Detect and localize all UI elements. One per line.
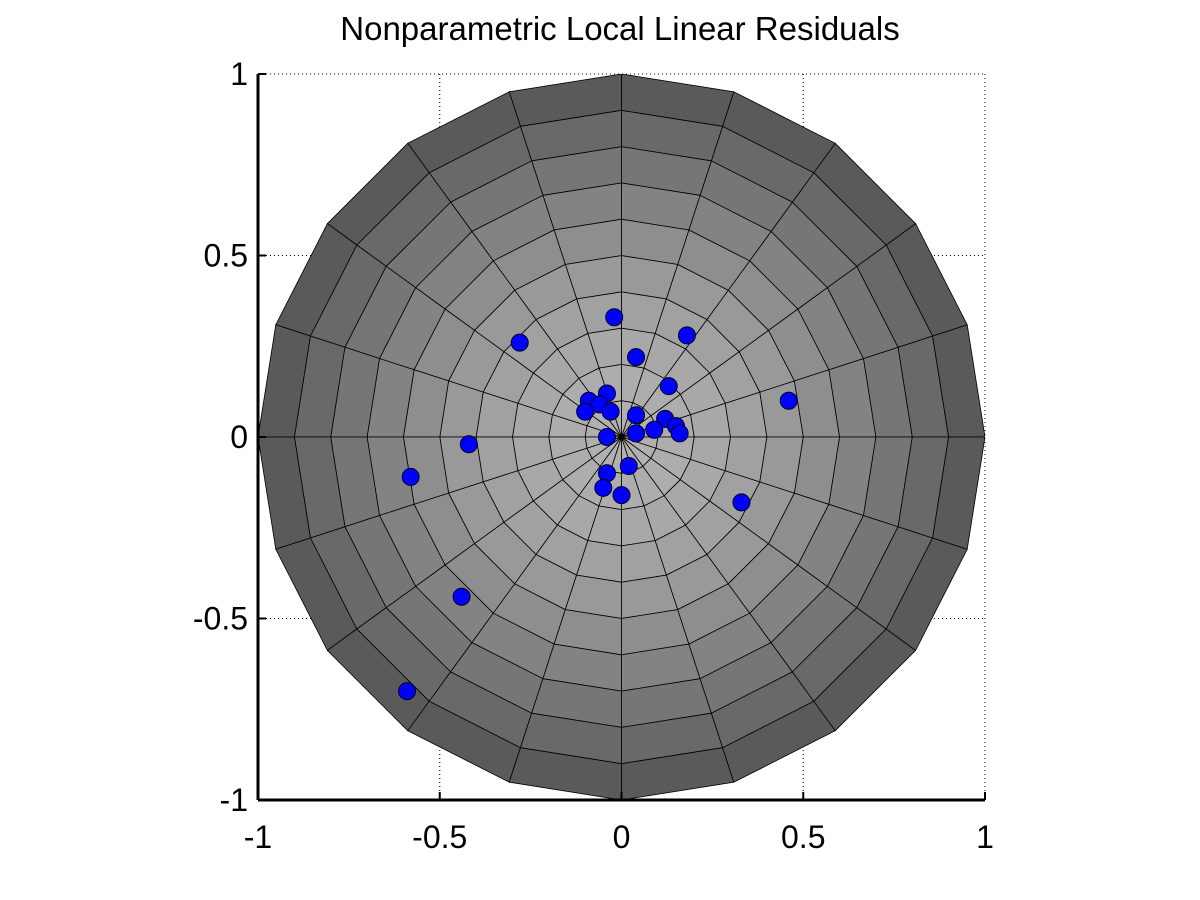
data-point <box>627 406 646 425</box>
mesh-cell <box>621 74 735 127</box>
mesh-cell <box>508 747 622 800</box>
y-tick-label: 0.5 <box>204 238 248 274</box>
data-point <box>594 478 613 497</box>
data-point <box>619 457 638 476</box>
data-point <box>576 402 595 421</box>
data-point <box>510 333 529 352</box>
y-tick-label: 0 <box>230 419 248 455</box>
mesh-cell <box>932 436 985 550</box>
data-point <box>627 424 646 443</box>
data-point <box>452 587 471 606</box>
polar-disk-mesh <box>258 74 985 800</box>
y-tick-label: -0.5 <box>193 601 248 637</box>
x-tick-label: -1 <box>244 819 272 855</box>
chart-title: Nonparametric Local Linear Residuals <box>340 10 900 47</box>
x-tick-label: -0.5 <box>412 819 467 855</box>
y-tick-label: 1 <box>230 56 248 92</box>
x-tick-label: 0.5 <box>781 819 825 855</box>
axes <box>256 73 986 802</box>
data-point <box>605 308 624 327</box>
x-tick-label: 1 <box>976 819 994 855</box>
data-point <box>627 348 646 367</box>
data-point <box>612 486 631 505</box>
x-tick-label: 0 <box>613 819 631 855</box>
data-point <box>401 467 420 486</box>
data-point <box>677 326 696 345</box>
data-point <box>398 682 417 701</box>
data-point <box>601 402 620 421</box>
data-point <box>659 377 678 396</box>
data-points <box>398 308 798 701</box>
data-point <box>459 435 478 454</box>
tick-labels: -1 -0.5 0 0.5 1 -1 -0.5 0 0.5 1 <box>193 56 994 855</box>
data-point <box>779 391 798 410</box>
y-tick-label: -1 <box>220 782 248 818</box>
data-point <box>597 428 616 446</box>
data-point <box>645 420 664 439</box>
mesh-cell <box>258 324 311 438</box>
data-point <box>670 424 689 443</box>
data-point <box>732 493 751 512</box>
